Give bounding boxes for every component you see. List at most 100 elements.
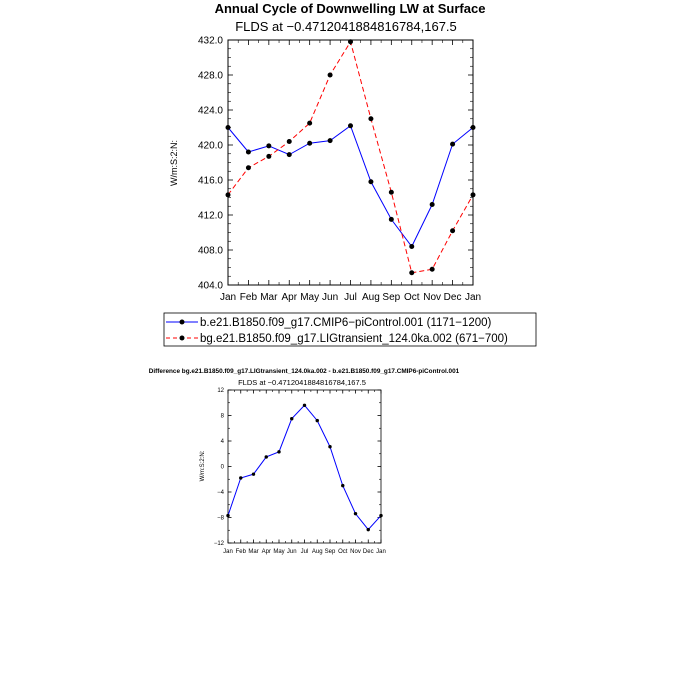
y-tick-label: 416.0 <box>198 176 223 187</box>
series-1-point <box>388 216 394 222</box>
chart-2-subtitle: FLDS at −0.4712041884816784,167.5 <box>238 378 366 387</box>
x-tick-label: Jul <box>344 292 357 303</box>
series-2-point <box>307 120 313 126</box>
y-tick-label: 432.0 <box>198 36 223 47</box>
series-2-point <box>245 165 251 171</box>
series-1-point <box>266 143 272 149</box>
series-1-point <box>409 244 415 249</box>
series-1-point <box>327 138 333 144</box>
y-tick-label: 424.0 <box>198 106 223 117</box>
series-1-point <box>251 472 256 476</box>
x-tick-label: Dec <box>444 292 462 303</box>
x-tick-label: Oct <box>338 549 348 555</box>
chart-1-legend-box <box>163 312 537 347</box>
x-tick-label: May <box>300 292 319 303</box>
series-2-point <box>470 192 476 198</box>
x-tick-label: Jul <box>301 549 309 555</box>
series-1-point <box>290 416 294 421</box>
y-tick-label: −8 <box>217 516 225 522</box>
series-1-point <box>366 527 370 532</box>
series-1-point <box>328 445 332 449</box>
series-1-point <box>286 152 292 158</box>
x-tick-label: May <box>273 549 284 555</box>
figure-title: Annual Cycle of Downwelling LW at Surfac… <box>215 1 486 16</box>
chart-2-plot-area: Jan Feb Mar Apr May Jun Jul Aug Sep Oct Nov Dec Jan−… <box>214 388 386 555</box>
x-tick-label: Dec <box>363 549 374 555</box>
chart-2-title: Difference bg.e21.B1850.f09_g17.LIGtrans… <box>149 368 460 375</box>
y-tick-label: 4 <box>221 439 225 445</box>
series-1-point <box>353 511 358 516</box>
chart-2: Difference bg.e21.B1850.f09_g17.LIGtrans… <box>149 368 460 555</box>
series-2-point <box>348 39 353 45</box>
series-1-point <box>245 149 251 155</box>
x-tick-label: Jan <box>465 292 481 303</box>
series-1-point <box>226 513 230 518</box>
series-1-point <box>450 141 456 147</box>
x-tick-label: Nov <box>350 549 361 555</box>
x-tick-label: Apr <box>281 292 297 303</box>
x-tick-label: Jun <box>322 292 338 303</box>
series-2-point <box>388 189 394 195</box>
chart-1-ylabel: W/m:S:2:N: <box>169 140 179 186</box>
y-tick-label: 420.0 <box>198 141 223 152</box>
series-2-point <box>266 153 272 159</box>
y-tick-label: 404.0 <box>198 281 223 292</box>
series-2-line <box>227 40 474 274</box>
x-tick-label: Sep <box>382 292 400 303</box>
x-tick-label: Jun <box>287 549 297 555</box>
x-tick-label: Jan <box>223 549 233 555</box>
y-tick-label: −4 <box>217 490 225 496</box>
series-1-point <box>379 513 383 518</box>
chart-2-ylabel: W/m:S:2:N: <box>200 450 206 481</box>
series-1-point <box>225 125 231 130</box>
x-tick-label: Mar <box>248 549 258 555</box>
series-1-point <box>302 403 307 407</box>
x-tick-label: Nov <box>423 292 441 303</box>
y-tick-label: −12 <box>214 541 225 547</box>
y-tick-label: 8 <box>221 414 225 420</box>
series-2-point <box>368 116 374 122</box>
series-2-point <box>225 192 231 198</box>
series-1-line <box>227 124 474 248</box>
chart-1: FLDS at −0.4712041884816784,167.5 W/m:S:… <box>163 19 537 347</box>
series-1-point <box>341 483 345 488</box>
y-tick-label: 412.0 <box>198 211 223 222</box>
series-2-point <box>409 270 415 276</box>
series-2-point <box>286 139 292 144</box>
x-tick-label: Apr <box>262 549 271 555</box>
plot-frame <box>227 389 382 544</box>
x-tick-label: Mar <box>260 292 278 303</box>
series-2-point <box>327 72 333 78</box>
x-tick-label: Feb <box>240 292 258 303</box>
series-1-point <box>264 455 268 459</box>
series-1-point <box>429 202 435 207</box>
series-1-point <box>239 476 243 480</box>
chart-1-subtitle: FLDS at −0.4712041884816784,167.5 <box>235 19 457 34</box>
x-tick-label: Feb <box>236 549 247 555</box>
series-1-point <box>368 179 374 185</box>
legend-series-1-label: b.e21.B1850.f09_g17.CMIP6−piControl.001 … <box>200 317 492 329</box>
chart-1-legend: b.e21.B1850.f09_g17.CMIP6−piControl.001 … <box>163 312 537 347</box>
x-tick-label: Oct <box>404 292 420 303</box>
series-1-point <box>348 123 353 129</box>
series-1-point <box>307 140 313 146</box>
series-2-point <box>450 228 456 234</box>
series-2-point <box>429 266 435 272</box>
chart-1-plot-area: Jan Feb Mar Apr May Jun Jul Aug Sep Oct Nov Dec Jan4… <box>198 36 481 304</box>
y-tick-label: 428.0 <box>198 71 223 82</box>
x-tick-label: Jan <box>220 292 236 303</box>
y-tick-label: 12 <box>217 388 224 394</box>
series-1-point <box>315 418 319 423</box>
legend-series-2-marker <box>179 335 185 341</box>
series-1-point <box>470 125 476 130</box>
x-tick-label: Sep <box>325 549 336 555</box>
plot-frame <box>227 39 474 286</box>
series-1-point <box>277 450 281 454</box>
legend-series-1-marker <box>179 319 185 325</box>
x-tick-label: Jan <box>376 549 386 555</box>
y-tick-label: 408.0 <box>198 246 223 257</box>
y-tick-label: 0 <box>221 465 225 471</box>
legend-series-2-label: bg.e21.B1850.f09_g17.LIGtransient_124.0k… <box>200 333 508 345</box>
x-tick-label: Aug <box>362 292 380 303</box>
series-1-line <box>227 404 382 531</box>
